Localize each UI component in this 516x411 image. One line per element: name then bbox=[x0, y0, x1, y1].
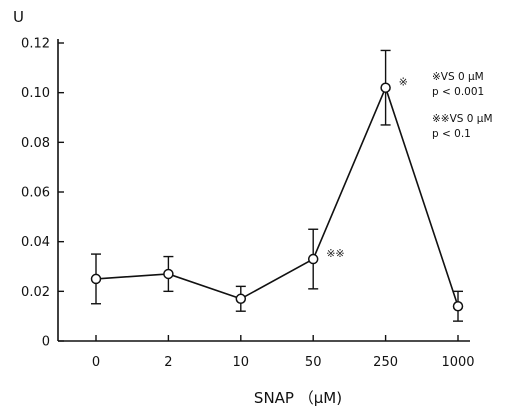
data-point bbox=[452, 300, 464, 312]
significance-marks: ※※※ bbox=[326, 76, 408, 260]
x-ticks: 0 2 10 50 250 1000 bbox=[92, 335, 475, 370]
annotation-line: ※※VS 0 μM bbox=[432, 113, 493, 125]
data-point bbox=[235, 293, 247, 305]
y-tick-label: 0.10 bbox=[21, 86, 50, 101]
x-tick-label: 0 bbox=[92, 355, 100, 370]
series-line bbox=[95, 85, 459, 307]
annotations: ※VS 0 μM p < 0.001 ※※VS 0 μM p < 0.1 bbox=[432, 71, 493, 140]
y-tick-label: 0.12 bbox=[21, 37, 50, 52]
y-axis: 0 0.02 0.04 0.06 0.08 0.10 0.12 U bbox=[13, 8, 64, 350]
x-tick-label: 1000 bbox=[441, 355, 474, 370]
y-tick-label: 0.08 bbox=[21, 136, 50, 151]
error-bars bbox=[91, 49, 463, 322]
significance-mark: ※ bbox=[399, 76, 408, 89]
data-point bbox=[163, 268, 174, 280]
annotation-line: p < 0.1 bbox=[432, 128, 471, 140]
x-axis: 0 2 10 50 250 1000 SNAP （μM) bbox=[58, 335, 475, 407]
plot-area: ※※※ bbox=[90, 49, 464, 322]
data-points bbox=[90, 82, 464, 312]
significance-mark: ※※ bbox=[326, 247, 344, 260]
annotation-line: ※VS 0 μM bbox=[432, 71, 484, 83]
data-point bbox=[380, 82, 391, 93]
x-tick-label: 10 bbox=[233, 355, 250, 370]
x-tick-label: 50 bbox=[305, 355, 322, 370]
x-tick-label: 2 bbox=[164, 355, 172, 370]
data-point bbox=[307, 253, 319, 265]
y-tick-label: 0.06 bbox=[21, 186, 50, 201]
y-tick-label: 0 bbox=[42, 335, 50, 350]
x-tick-label: 250 bbox=[373, 355, 398, 370]
y-axis-label: U bbox=[13, 8, 24, 26]
y-tick-label: 0.02 bbox=[21, 285, 50, 300]
y-tick-label: 0.04 bbox=[21, 235, 50, 250]
y-ticks: 0 0.02 0.04 0.06 0.08 0.10 0.12 bbox=[21, 37, 64, 350]
annotation-line: p < 0.001 bbox=[432, 86, 484, 98]
x-axis-label: SNAP （μM) bbox=[254, 389, 342, 407]
data-point bbox=[90, 273, 102, 285]
